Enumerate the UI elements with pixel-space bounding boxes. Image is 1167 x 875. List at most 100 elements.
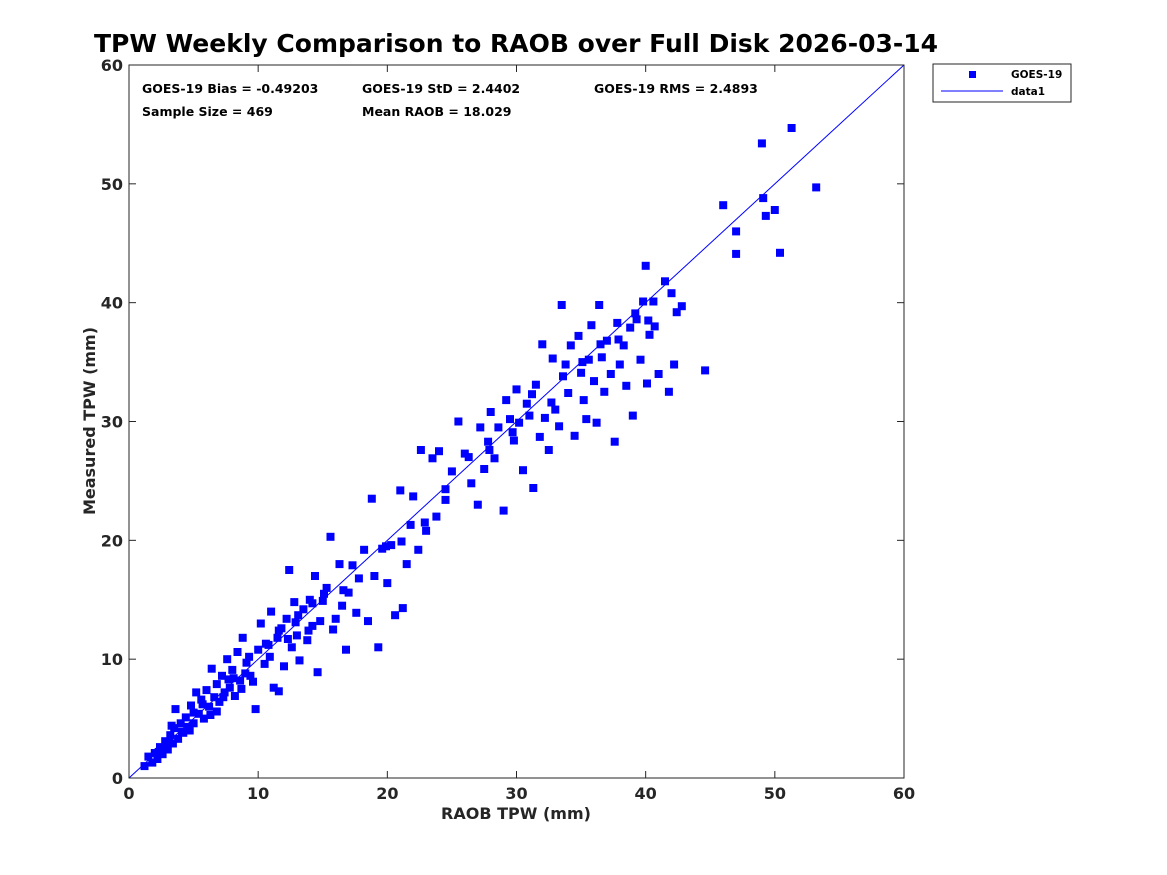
data-point — [432, 512, 441, 521]
data-point — [595, 301, 604, 309]
data-point — [636, 355, 645, 364]
data-point — [535, 432, 544, 441]
data-point — [338, 601, 347, 610]
data-point — [570, 431, 579, 440]
data-point — [218, 671, 226, 680]
data-point — [577, 368, 586, 377]
data-point — [409, 492, 418, 501]
data-point — [428, 454, 437, 463]
data-point — [643, 379, 651, 388]
data-point — [153, 755, 162, 763]
y-tick-label: 60 — [101, 56, 123, 75]
data-point — [159, 744, 168, 753]
data-point — [165, 738, 173, 747]
data-point — [600, 387, 609, 396]
data-point — [761, 211, 770, 220]
y-tick-label: 10 — [101, 650, 123, 669]
data-point — [398, 604, 407, 613]
data-point — [578, 358, 587, 367]
data-point — [515, 418, 524, 427]
data-point — [292, 631, 301, 640]
data-point — [732, 249, 741, 258]
stat-std: GOES-19 StD = 2.4402 — [362, 81, 520, 96]
data-point — [645, 330, 654, 339]
y-tick-label: 50 — [101, 175, 123, 194]
data-point — [229, 674, 238, 683]
data-point — [144, 752, 153, 761]
data-point — [677, 302, 686, 311]
data-point — [241, 669, 250, 678]
data-point — [540, 413, 549, 422]
data-point — [167, 721, 176, 730]
data-point — [254, 645, 263, 654]
data-point — [613, 318, 622, 327]
data-point — [544, 446, 553, 454]
legend-box — [932, 63, 1072, 103]
data-point — [759, 194, 768, 203]
data-point — [285, 566, 294, 574]
data-point — [776, 248, 784, 257]
data-point — [223, 655, 232, 664]
data-point — [519, 466, 527, 475]
data-point — [174, 734, 183, 743]
data-point — [274, 626, 283, 635]
data-point — [770, 206, 779, 214]
data-point — [547, 398, 556, 407]
data-point — [490, 454, 499, 463]
data-point — [344, 588, 353, 597]
data-point — [406, 520, 415, 529]
data-point — [178, 727, 186, 736]
data-point — [484, 437, 493, 446]
data-point — [528, 390, 536, 399]
data-point — [596, 340, 605, 349]
data-point — [242, 658, 251, 667]
legend-label-data1: data1 — [1011, 86, 1045, 98]
x-tick-label: 30 — [505, 784, 527, 803]
data-point — [199, 714, 208, 723]
data-point — [597, 353, 606, 362]
data-point — [382, 542, 390, 551]
data-point — [602, 336, 611, 345]
data-point — [197, 695, 206, 704]
data-point — [260, 659, 269, 668]
data-point — [206, 711, 215, 719]
data-point — [311, 572, 319, 580]
data-point — [641, 261, 650, 270]
stat-rms: GOES-19 RMS = 2.4893 — [594, 81, 758, 96]
data-point — [757, 139, 766, 148]
data-point — [387, 541, 396, 550]
data-point — [441, 485, 450, 494]
data-point — [590, 377, 598, 386]
data-point — [672, 308, 681, 317]
data-point — [622, 381, 631, 390]
data-point — [225, 683, 234, 692]
data-point — [592, 418, 601, 427]
data-point — [140, 762, 149, 771]
data-point — [506, 415, 514, 424]
data-point — [559, 372, 567, 381]
x-tick-label: 40 — [635, 784, 657, 803]
data-point — [224, 675, 233, 684]
data-point — [246, 671, 255, 680]
data-point — [508, 428, 517, 437]
data-point — [529, 484, 538, 492]
stat-mean-raob: Mean RAOB = 18.029 — [362, 104, 511, 119]
data-point — [192, 688, 201, 697]
data-point — [701, 366, 710, 375]
y-tick-label: 20 — [101, 531, 123, 550]
data-point — [212, 680, 221, 689]
data-point — [649, 297, 658, 306]
data-point — [812, 183, 821, 192]
data-point — [210, 693, 219, 702]
data-point — [512, 385, 521, 394]
data-point — [273, 633, 282, 642]
data-point — [374, 643, 383, 652]
data-point — [294, 611, 303, 620]
data-point — [531, 380, 540, 389]
data-point — [447, 467, 456, 476]
data-point — [342, 645, 350, 654]
data-point — [198, 700, 207, 709]
data-point — [187, 701, 195, 710]
data-point — [557, 301, 566, 309]
data-point — [485, 446, 494, 454]
